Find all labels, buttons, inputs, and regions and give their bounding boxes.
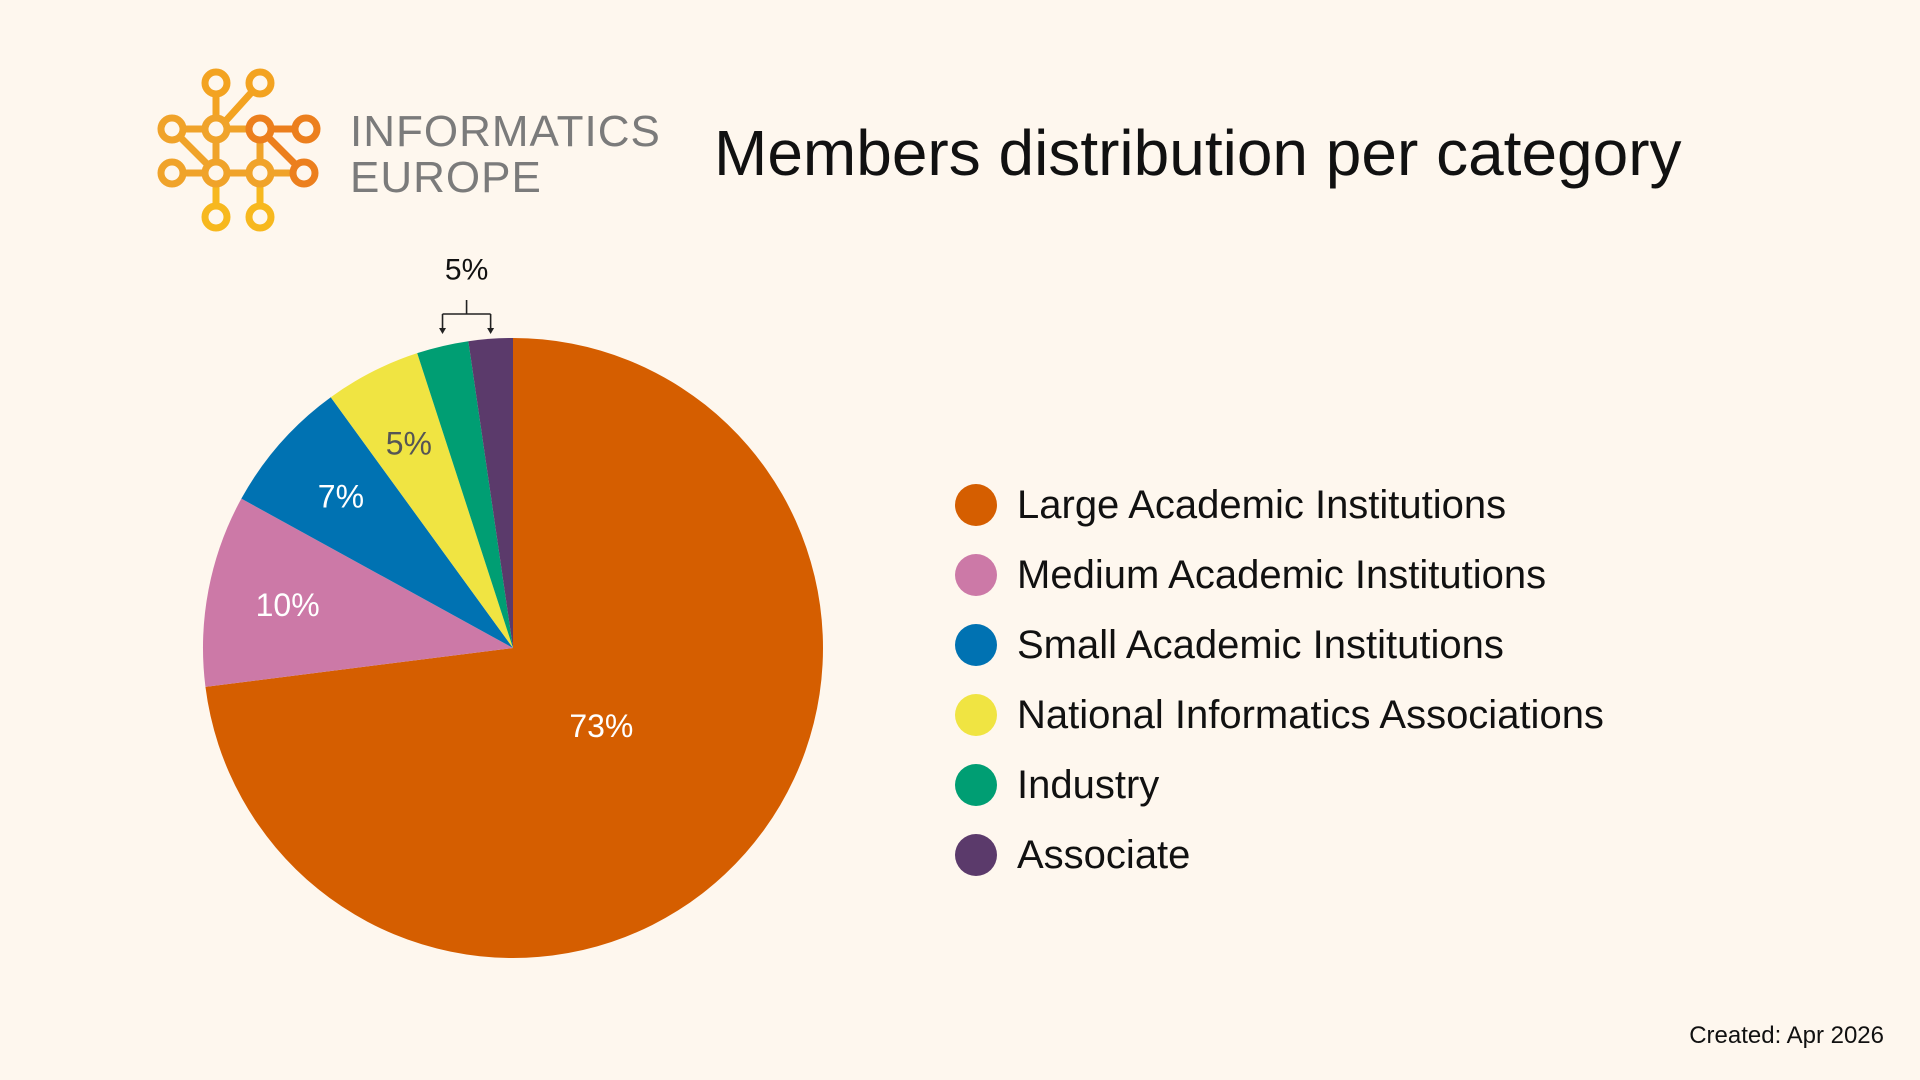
data-label-medium-academic-institutions: 10% bbox=[256, 587, 320, 623]
legend-swatch bbox=[955, 484, 997, 526]
legend-label: Industry bbox=[1017, 762, 1160, 807]
logo: INFORMATICS EUROPE bbox=[150, 65, 660, 245]
pie-slices bbox=[203, 338, 823, 958]
legend-label: Small Academic Institutions bbox=[1017, 622, 1504, 667]
created-date: Created: Apr 2026 bbox=[1689, 1022, 1884, 1049]
data-label-national-informatics-associations: 5% bbox=[386, 426, 432, 462]
pie-slice-national-informatics-associations bbox=[330, 353, 513, 648]
combined-data-label: 5% bbox=[445, 254, 488, 287]
legend-label: Medium Academic Institutions bbox=[1017, 552, 1547, 597]
logo-line-2: EUROPE bbox=[350, 153, 542, 202]
legend-swatch bbox=[955, 554, 997, 596]
logo-wordmark: INFORMATICS EUROPE bbox=[350, 109, 661, 201]
legend-swatch bbox=[955, 834, 997, 876]
data-label-small-academic-institutions: 7% bbox=[318, 478, 364, 514]
pie-slice-associate bbox=[468, 338, 513, 648]
pie-slice-small-academic-institutions bbox=[241, 397, 514, 648]
logo-network-icon bbox=[157, 68, 321, 232]
pie-slice-industry bbox=[417, 341, 513, 648]
legend-item-small-academic-institutions: Small Academic Institutions bbox=[955, 610, 1604, 680]
chart-title: Members distribution per category bbox=[714, 117, 1682, 189]
data-label-large-academic-institutions: 73% bbox=[569, 708, 633, 744]
legend-label: Associate bbox=[1017, 832, 1191, 877]
legend-swatch bbox=[955, 694, 997, 736]
callout-arrowhead-right bbox=[487, 328, 495, 334]
legend-swatch bbox=[955, 624, 997, 666]
pie-slice-medium-academic-institutions bbox=[203, 498, 514, 687]
legend: Large Academic Institutions Medium Academ… bbox=[955, 470, 1604, 890]
pie-slice-large-academic-institutions bbox=[205, 338, 823, 958]
logo-line-1: INFORMATICS bbox=[350, 107, 661, 156]
callout-arrowhead-left bbox=[439, 328, 447, 334]
legend-label: National Informatics Associations bbox=[1017, 692, 1604, 737]
legend-item-industry: Industry bbox=[955, 750, 1604, 820]
legend-item-associate: Associate bbox=[955, 820, 1604, 890]
combined-label-callout: 5% bbox=[439, 254, 495, 334]
legend-label: Large Academic Institutions bbox=[1017, 482, 1507, 527]
legend-item-large-academic-institutions: Large Academic Institutions bbox=[955, 470, 1604, 540]
legend-swatch bbox=[955, 764, 997, 806]
legend-item-national-informatics-associations: National Informatics Associations bbox=[955, 680, 1604, 750]
legend-item-medium-academic-institutions: Medium Academic Institutions bbox=[955, 540, 1604, 610]
pie-labels: 73% 10% 7% 5% bbox=[256, 426, 634, 744]
